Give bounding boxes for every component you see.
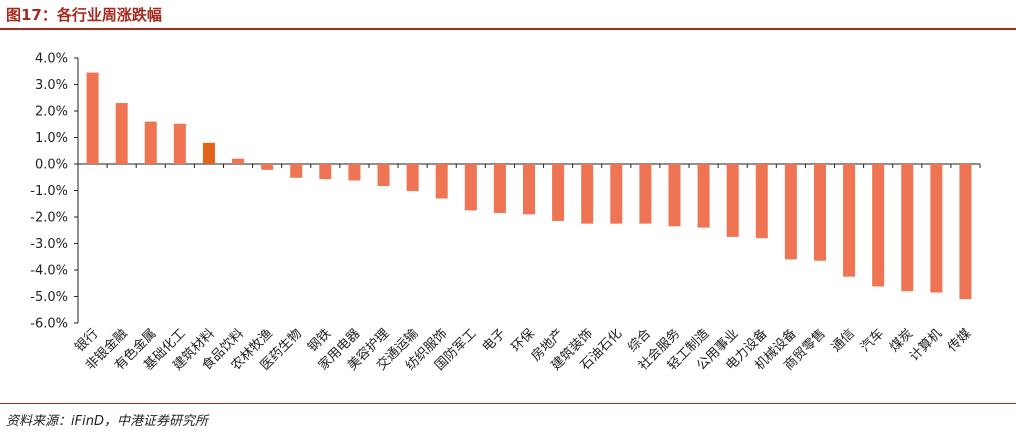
bar-21 bbox=[668, 164, 681, 227]
category-label: 汽车 bbox=[857, 326, 887, 356]
category-label: 通信 bbox=[829, 326, 858, 355]
bar-9 bbox=[319, 164, 332, 180]
bar-17 bbox=[552, 164, 565, 221]
category-label: 计算机 bbox=[907, 326, 945, 364]
y-tick-label: 3.0% bbox=[35, 78, 68, 93]
bar-30 bbox=[930, 164, 943, 293]
bar-22 bbox=[697, 164, 710, 228]
bar-14 bbox=[464, 164, 477, 211]
bar-6 bbox=[232, 158, 245, 164]
y-tick-label: -6.0% bbox=[30, 317, 68, 332]
y-axis: 4.0% 3.0% 2.0% 1.0% 0.0% -1.0% -2.0% -3.0% -4.0%… bbox=[30, 52, 981, 332]
bar-24 bbox=[755, 164, 768, 239]
bar-5 bbox=[202, 142, 215, 164]
title-divider bbox=[0, 28, 1016, 30]
bar-7 bbox=[261, 164, 274, 170]
bar-12 bbox=[406, 164, 419, 192]
bar-31 bbox=[959, 164, 972, 300]
bar-16 bbox=[523, 164, 535, 215]
bar-chart: 4.0% 3.0% 2.0% 1.0% 0.0% -1.0% -2.0% -3.0% -4.0%… bbox=[30, 52, 981, 374]
bar-11 bbox=[377, 164, 390, 186]
bar-1 bbox=[86, 72, 99, 164]
bar-26 bbox=[813, 164, 826, 261]
bars-group bbox=[86, 72, 972, 300]
bar-10 bbox=[348, 164, 361, 181]
y-tick-label: 0.0% bbox=[35, 158, 68, 173]
category-label: 传媒 bbox=[945, 326, 974, 355]
bar-2 bbox=[115, 103, 128, 164]
y-tick-label: 4.0% bbox=[35, 52, 68, 67]
chart-title: 图17：各行业周涨跌幅 bbox=[6, 6, 162, 24]
bar-18 bbox=[581, 164, 594, 224]
bar-23 bbox=[726, 164, 739, 237]
y-tick-label: -5.0% bbox=[30, 290, 68, 305]
bar-28 bbox=[872, 164, 885, 287]
bar-15 bbox=[493, 164, 506, 214]
y-tick-label: -2.0% bbox=[30, 211, 68, 226]
category-label: 电子 bbox=[480, 326, 509, 355]
bar-27 bbox=[843, 164, 856, 277]
bar-29 bbox=[901, 164, 914, 292]
y-tick-label: -3.0% bbox=[30, 237, 68, 252]
source-note: 资料来源：iFinD，中港证券研究所 bbox=[6, 414, 208, 429]
bar-13 bbox=[435, 164, 448, 199]
y-tick-label: -4.0% bbox=[30, 264, 68, 279]
bar-8 bbox=[290, 164, 303, 178]
y-tick-label: -1.0% bbox=[30, 184, 68, 199]
y-tick-label: 1.0% bbox=[35, 131, 68, 146]
bar-20 bbox=[639, 164, 652, 224]
bar-19 bbox=[610, 164, 623, 224]
footer-divider bbox=[0, 403, 1016, 404]
y-tick-label: 2.0% bbox=[35, 105, 68, 120]
bar-4 bbox=[173, 123, 186, 164]
bar-3 bbox=[144, 121, 157, 164]
bar-25 bbox=[784, 164, 797, 260]
